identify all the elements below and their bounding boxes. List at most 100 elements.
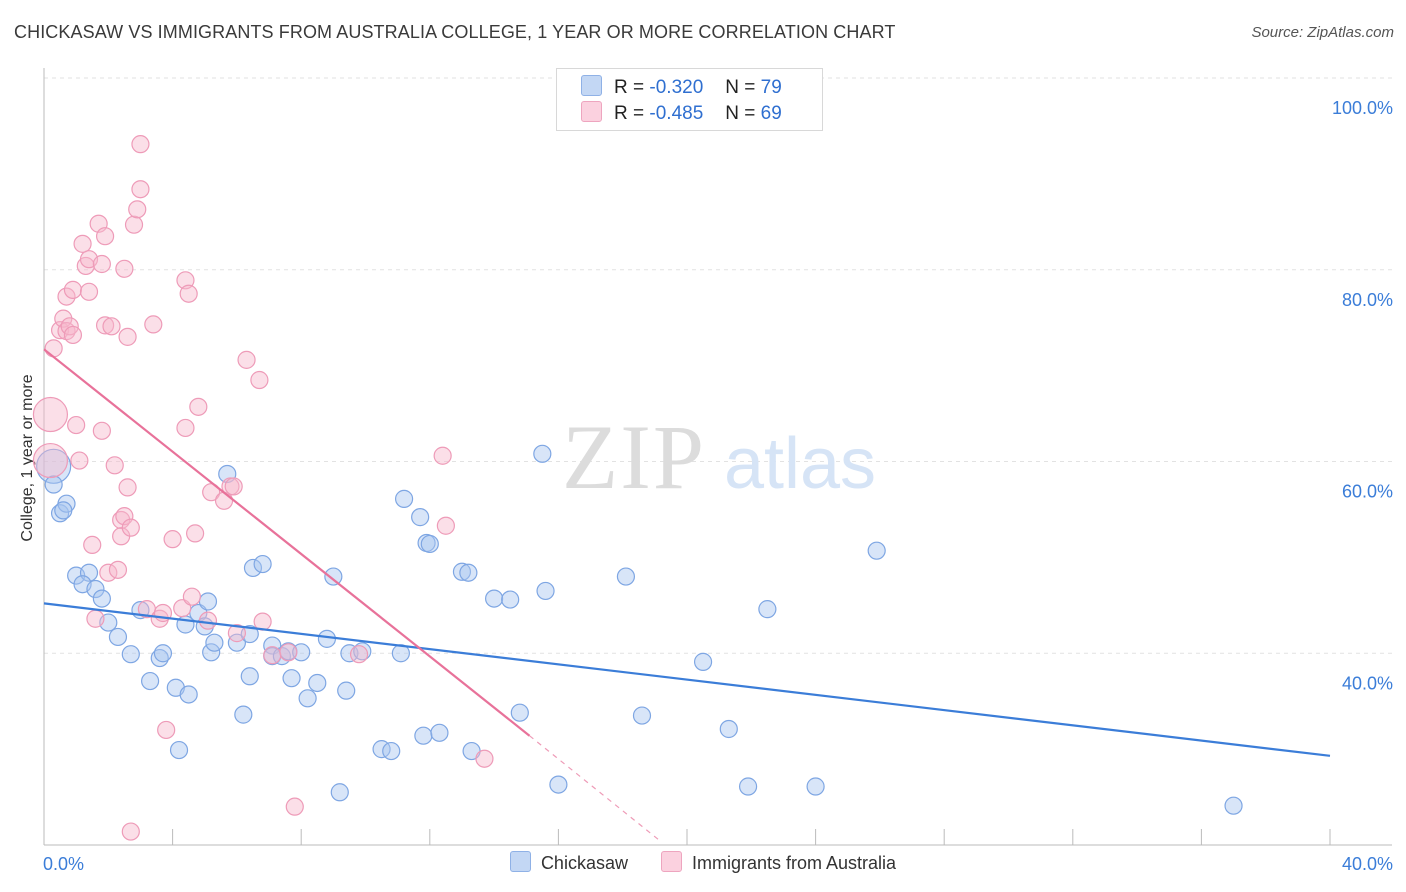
point-chickasaw: [1224, 796, 1243, 815]
point-chickasaw: [50, 504, 70, 523]
point-australia: [32, 396, 69, 433]
point-chickasaw: [179, 685, 198, 704]
point-australia: [70, 451, 89, 470]
stats-row-australia: R = -0.485 N = 69: [581, 101, 782, 125]
point-chickasaw: [632, 706, 652, 725]
point-australia: [131, 180, 150, 199]
point-australia: [92, 254, 111, 274]
point-australia: [179, 284, 198, 303]
point-chickasaw: [234, 705, 253, 724]
data-points: [32, 135, 1243, 841]
point-chickasaw: [382, 741, 401, 761]
point-chickasaw: [121, 645, 140, 664]
point-australia: [285, 797, 304, 816]
point-australia: [32, 442, 69, 479]
point-chickasaw: [719, 719, 738, 739]
point-australia: [44, 339, 63, 358]
stats-swatch-chickasaw: [581, 75, 602, 96]
point-australia: [118, 478, 137, 497]
point-chickasaw: [452, 562, 472, 581]
point-australia: [237, 350, 256, 369]
point-chickasaw: [54, 501, 73, 520]
stats-row-chickasaw: R = -0.320 N = 79: [581, 75, 782, 99]
point-chickasaw: [549, 775, 568, 794]
y-tick-label: 100.0%: [1332, 98, 1393, 118]
point-chickasaw: [411, 508, 430, 527]
point-australia: [433, 446, 452, 465]
trend-lines: [43, 348, 1331, 840]
point-australia: [198, 611, 218, 630]
x-tick-label: 0.0%: [43, 854, 84, 874]
x-tick-label: 40.0%: [1342, 854, 1393, 874]
point-australia: [121, 518, 140, 537]
chart-title: CHICKASAW VS IMMIGRANTS FROM AUSTRALIA C…: [14, 22, 896, 42]
watermark: ZIP atlas: [562, 406, 876, 508]
point-australia: [144, 315, 163, 334]
point-chickasaw: [394, 489, 414, 508]
stats-n-value: 69: [760, 103, 782, 124]
point-chickasaw: [227, 633, 246, 652]
point-australia: [102, 317, 121, 336]
point-chickasaw: [693, 652, 713, 671]
stats-box: R = -0.320 N = 79 R = -0.485 N = 69: [556, 68, 823, 131]
point-chickasaw: [414, 726, 433, 745]
point-australia: [227, 624, 246, 643]
point-australia: [121, 822, 140, 841]
point-australia: [57, 287, 76, 306]
point-chickasaw: [86, 579, 105, 599]
point-australia: [92, 421, 111, 440]
point-australia: [128, 200, 147, 219]
stats-n-label: N =: [725, 103, 756, 124]
point-chickasaw: [108, 627, 128, 647]
point-chickasaw: [867, 541, 886, 560]
point-australia: [349, 645, 369, 664]
stats-r-value: -0.320: [649, 77, 704, 98]
point-chickasaw: [459, 563, 478, 582]
point-australia: [182, 587, 201, 606]
point-australia: [163, 530, 182, 549]
point-chickasaw: [198, 592, 218, 611]
point-australia: [63, 280, 83, 299]
point-chickasaw: [92, 589, 111, 608]
point-australia: [105, 456, 124, 475]
point-chickasaw: [153, 644, 173, 663]
point-australia: [108, 560, 128, 579]
point-chickasaw: [205, 633, 224, 652]
stats-n-value: 79: [760, 77, 782, 98]
axes: [43, 68, 1392, 846]
trend-line-australia: [43, 348, 531, 737]
point-chickasaw: [430, 723, 449, 742]
point-australia: [263, 646, 282, 665]
point-chickasaw: [536, 581, 555, 601]
chart-source: Source: ZipAtlas.com: [1251, 24, 1394, 41]
y-tick-label: 40.0%: [1342, 673, 1393, 693]
stats-r-value: -0.485: [649, 103, 704, 124]
stats-n-label: N =: [725, 77, 756, 98]
point-chickasaw: [510, 703, 529, 722]
point-chickasaw: [337, 681, 356, 700]
trend-line-chickasaw: [43, 602, 1331, 757]
point-australia: [118, 327, 137, 346]
point-australia: [124, 215, 144, 234]
point-australia: [115, 507, 134, 526]
legend-item-chickasaw: Chickasaw: [509, 851, 628, 874]
point-chickasaw: [240, 667, 259, 686]
point-chickasaw: [330, 783, 349, 802]
legend-swatch-chickasaw: [509, 851, 531, 872]
point-chickasaw: [150, 648, 169, 668]
point-chickasaw: [253, 554, 272, 574]
tick-labels: 40.0% 60.0% 80.0% 100.0% 0.0% 40.0%: [43, 98, 1393, 874]
point-chickasaw: [36, 448, 72, 484]
point-australia: [83, 535, 102, 555]
point-australia: [95, 316, 115, 335]
point-australia: [95, 227, 115, 246]
point-australia: [157, 720, 176, 740]
point-australia: [475, 749, 494, 768]
stats-r-label: R =: [614, 77, 645, 98]
point-chickasaw: [44, 475, 63, 494]
point-australia: [73, 234, 92, 253]
point-australia: [67, 415, 86, 435]
point-australia: [279, 643, 298, 662]
point-chickasaw: [292, 643, 311, 662]
point-chickasaw: [616, 567, 636, 586]
